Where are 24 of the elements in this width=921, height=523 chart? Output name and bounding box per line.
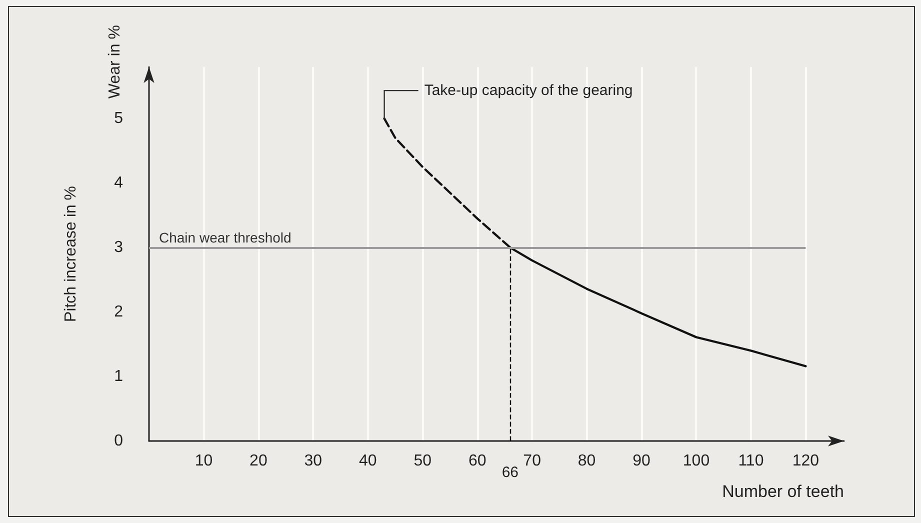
y-tick-label: 4 [114,174,124,192]
x-tick-label: 120 [792,452,820,470]
x-tick-label: 60 [468,452,486,470]
y-tick-label: 3 [114,239,124,256]
y-tick-label: 1 [114,368,124,386]
text: Wear in % [106,25,124,99]
x-tick-label: 10 [194,452,213,470]
x-tick-label: 110 [738,452,764,470]
x-tick-label: 20 [250,452,268,470]
annotation: Take-up capacity of the gearing [424,82,633,100]
ref-line-label: 66 [502,464,519,481]
x-tick-label: 90 [632,452,651,470]
y-tick-label: 2 [114,304,124,321]
x-tick-label: 40 [359,452,377,470]
x-tick-label: 70 [523,452,542,470]
x-tick-label: 30 [304,452,322,470]
x-tick-label: 80 [578,452,596,470]
x-tick-label: 100 [682,452,710,470]
y-axis-title: Pitch increase in % [62,186,80,322]
ref-line-label: Chain wear threshold [159,230,292,246]
x-tick-label: 50 [414,452,432,470]
x-axis-title: Number of teeth [722,482,844,501]
y-tick-label: 5 [114,110,124,128]
y-tick-label: 0 [114,432,124,450]
